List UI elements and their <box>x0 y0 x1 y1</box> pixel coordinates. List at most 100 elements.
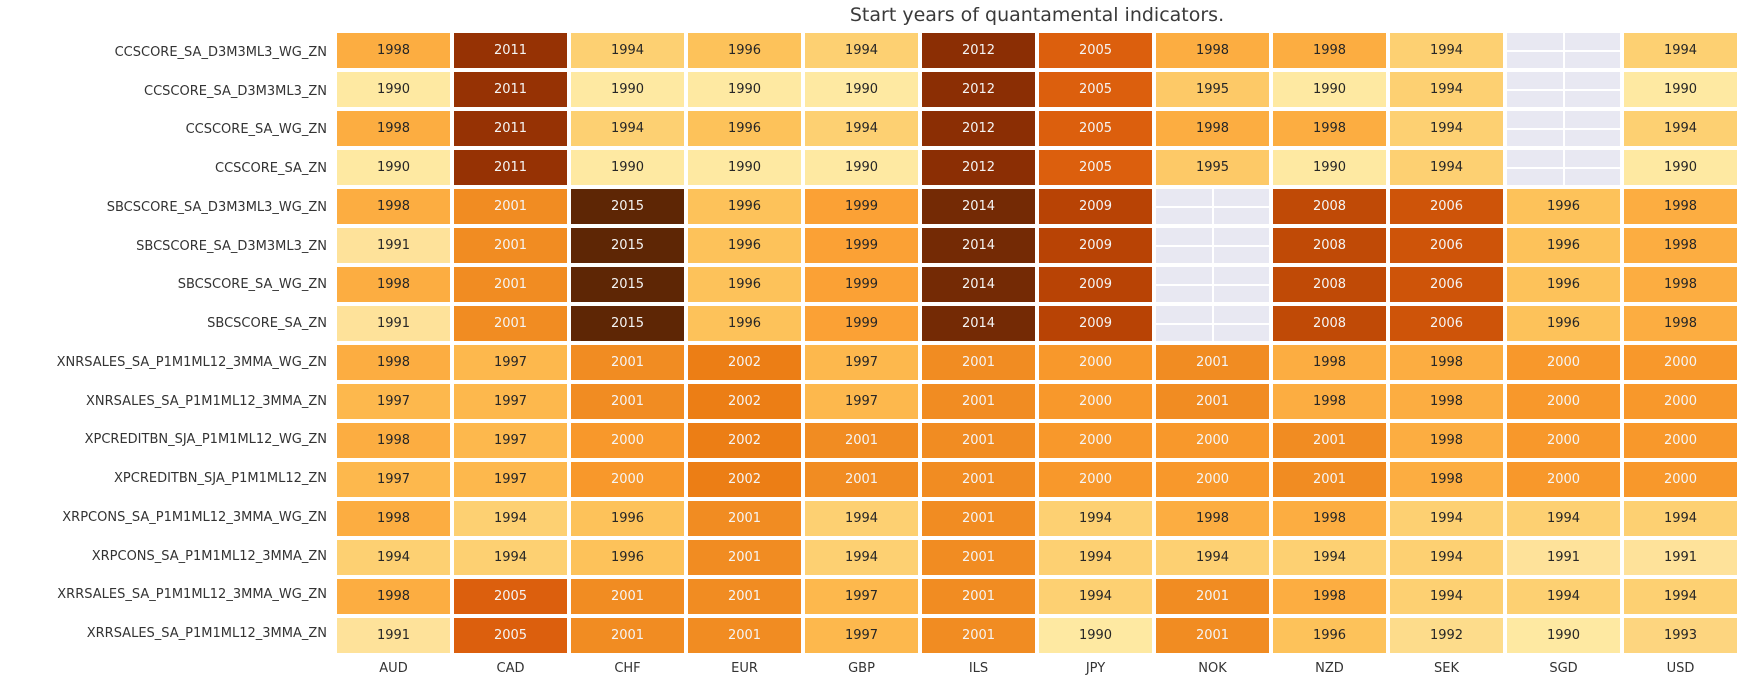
y-tick-label: SBCSCORE_SA_WG_ZN <box>177 277 327 293</box>
heatmap-cell: 1997 <box>454 462 567 497</box>
heatmap-cell: 2005 <box>1039 150 1152 185</box>
heatmap-cell: 1998 <box>1156 501 1269 536</box>
heatmap-cell: 2000 <box>571 462 684 497</box>
heatmap-cell: 2014 <box>922 228 1035 263</box>
heatmap-cell: 1998 <box>1273 345 1386 380</box>
heatmap-cell: 1998 <box>1156 33 1269 68</box>
heatmap-cell: 2000 <box>1624 345 1737 380</box>
x-axis-labels: AUD CAD CHF EUR GBP ILS JPY NOK NZD SEK SGD USD <box>337 653 1737 683</box>
heatmap-cell <box>1507 33 1620 68</box>
heatmap-cell <box>1156 267 1269 302</box>
heatmap-cell: 1991 <box>1624 540 1737 575</box>
heatmap-cell: 2001 <box>922 345 1035 380</box>
y-tick-label: CCSCORE_SA_D3M3ML3_ZN <box>144 83 327 99</box>
heatmap-cell: 1991 <box>337 228 450 263</box>
heatmap-cell: 2001 <box>688 540 801 575</box>
heatmap-cell: 1997 <box>454 345 567 380</box>
heatmap-cell: 2011 <box>454 150 567 185</box>
heatmap-cell: 2002 <box>688 423 801 458</box>
heatmap-cell: 1995 <box>1156 72 1269 107</box>
heatmap-cell: 1994 <box>1039 540 1152 575</box>
heatmap-cell: 1994 <box>805 33 918 68</box>
heatmap-cell: 2001 <box>454 189 567 224</box>
heatmap-cell: 1994 <box>1507 579 1620 614</box>
heatmap-cell: 1997 <box>337 384 450 419</box>
heatmap-cell: 1994 <box>1390 579 1503 614</box>
heatmap-cell: 1990 <box>805 150 918 185</box>
heatmap-cell: 1994 <box>1624 579 1737 614</box>
heatmap-cell: 2000 <box>1039 384 1152 419</box>
heatmap-cell: 2012 <box>922 150 1035 185</box>
heatmap-cell: 2002 <box>688 462 801 497</box>
heatmap-cell: 1996 <box>688 189 801 224</box>
heatmap-cell: 2001 <box>1273 423 1386 458</box>
heatmap-cell: 2015 <box>571 267 684 302</box>
heatmap-cell: 1994 <box>571 33 684 68</box>
x-tick-label: AUD <box>379 660 408 676</box>
heatmap-cell: 2005 <box>1039 33 1152 68</box>
heatmap-cell: 1990 <box>571 150 684 185</box>
heatmap-cell: 1998 <box>1624 306 1737 341</box>
x-tick-label: USD <box>1666 660 1695 676</box>
heatmap-cell: 1997 <box>805 579 918 614</box>
heatmap-cell: 1998 <box>337 267 450 302</box>
heatmap-cell: 1996 <box>1507 228 1620 263</box>
heatmap-cell: 1997 <box>454 384 567 419</box>
heatmap-cell: 2015 <box>571 228 684 263</box>
heatmap-cell: 2000 <box>1507 462 1620 497</box>
heatmap-cell: 2001 <box>688 501 801 536</box>
heatmap-cell: 2012 <box>922 33 1035 68</box>
heatmap-cell: 2008 <box>1273 267 1386 302</box>
heatmap-cell: 1991 <box>1507 540 1620 575</box>
x-tick-label: NOK <box>1198 660 1227 676</box>
heatmap-cell: 1994 <box>1390 111 1503 146</box>
heatmap-cell: 1994 <box>1624 501 1737 536</box>
y-tick-label: CCSCORE_SA_WG_ZN <box>185 122 327 138</box>
heatmap-cell: 1994 <box>805 111 918 146</box>
heatmap-cell: 1991 <box>337 306 450 341</box>
heatmap-cell: 2000 <box>1156 423 1269 458</box>
heatmap-cell: 2000 <box>1507 423 1620 458</box>
heatmap-cell: 2000 <box>1624 423 1737 458</box>
heatmap-cell: 2014 <box>922 306 1035 341</box>
heatmap-cell: 1991 <box>337 618 450 653</box>
heatmap-cell: 1998 <box>1624 189 1737 224</box>
heatmap-cell: 1998 <box>1390 462 1503 497</box>
y-tick-label: SBCSCORE_SA_ZN <box>207 316 327 332</box>
y-tick-label: XRPCONS_SA_P1M1ML12_3MMA_WG_ZN <box>62 509 327 525</box>
heatmap-cell: 1990 <box>1624 150 1737 185</box>
heatmap-cell: 1996 <box>1273 618 1386 653</box>
chart-title: Start years of quantamental indicators. <box>849 4 1225 26</box>
heatmap-cell: 2011 <box>454 72 567 107</box>
heatmap-cell: 1994 <box>1039 501 1152 536</box>
heatmap-cell: 1998 <box>1390 345 1503 380</box>
heatmap-cell: 2009 <box>1039 228 1152 263</box>
heatmap-cell: 2001 <box>1156 345 1269 380</box>
heatmap-cell: 2000 <box>1507 384 1620 419</box>
x-tick-label: SGD <box>1549 660 1578 676</box>
heatmap-cell: 1994 <box>805 501 918 536</box>
heatmap-cell: 2001 <box>454 267 567 302</box>
heatmap-cell: 1994 <box>1624 111 1737 146</box>
heatmap-cell: 2011 <box>454 111 567 146</box>
heatmap-cell: 1993 <box>1624 618 1737 653</box>
heatmap-cell: 1998 <box>1273 384 1386 419</box>
heatmap-cell: 2001 <box>922 540 1035 575</box>
heatmap-cell: 2001 <box>1273 462 1386 497</box>
heatmap-cell: 1997 <box>805 384 918 419</box>
heatmap-cell: 2006 <box>1390 189 1503 224</box>
heatmap-cell: 2001 <box>922 462 1035 497</box>
heatmap-cell: 1998 <box>1390 384 1503 419</box>
heatmap-cell: 1996 <box>688 267 801 302</box>
heatmap-cell: 2000 <box>1507 345 1620 380</box>
heatmap-cell: 2000 <box>1156 462 1269 497</box>
x-tick-label: GBP <box>848 660 875 676</box>
heatmap-cell: 2014 <box>922 267 1035 302</box>
y-tick-label: XPCREDITBN_SJA_P1M1ML12_ZN <box>114 471 327 487</box>
heatmap-cell: 2002 <box>688 384 801 419</box>
heatmap-cell <box>1156 228 1269 263</box>
heatmap-cell: 2001 <box>805 423 918 458</box>
heatmap-cell: 2001 <box>454 306 567 341</box>
heatmap-cell: 1998 <box>337 579 450 614</box>
heatmap-cell <box>1507 150 1620 185</box>
